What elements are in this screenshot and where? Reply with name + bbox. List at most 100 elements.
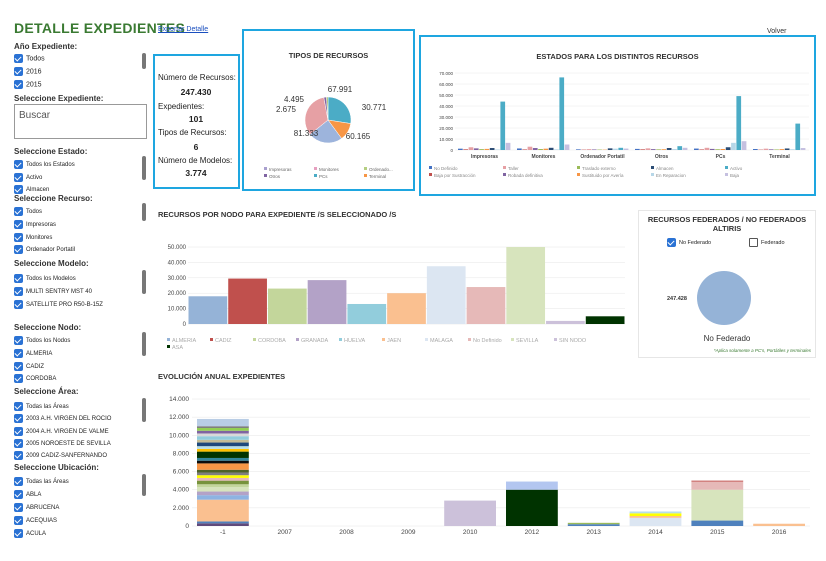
estado-option-todos[interactable]: Todos los Estados	[14, 160, 75, 169]
checkbox-checked-icon[interactable]	[14, 503, 23, 512]
modelo-scrollbar[interactable]	[142, 270, 146, 294]
checkbox-checked-icon[interactable]	[14, 414, 23, 423]
nodo-option-todos[interactable]: Todos los Nodos	[14, 336, 70, 345]
area-option-2004[interactable]: 2004 A.H. VIRGEN DE VALME	[14, 427, 109, 436]
expediente-search-input[interactable]: Buscar	[14, 104, 147, 139]
estado-header: Seleccione Estado:	[14, 147, 88, 156]
back-link[interactable]: Volver	[767, 28, 787, 35]
y-tick-label: 20.000	[439, 126, 453, 131]
legend-label-granada: GRANADA	[301, 338, 329, 344]
recurso-option-portatil[interactable]: Ordenador Portatil	[14, 245, 75, 254]
x-tick-label: 2008	[339, 529, 354, 536]
checkbox-checked-icon[interactable]	[14, 529, 23, 538]
legend-swatch-no-definido	[468, 338, 471, 341]
ubicacion-scrollbar[interactable]	[142, 474, 146, 496]
legend-swatch-sustituido-por-averia	[577, 173, 580, 176]
bar-segment-2012-1	[506, 481, 558, 490]
recurso-option-impresoras[interactable]: Impresoras	[14, 220, 56, 229]
checkbox-checked-icon[interactable]	[14, 160, 23, 169]
checkbox-checked-icon[interactable]	[14, 67, 23, 76]
anio-option-2016[interactable]: 2016	[14, 67, 42, 76]
checkbox-checked-icon[interactable]	[14, 349, 23, 358]
legend-label-sin-nodo: SIN NODO	[559, 338, 587, 344]
checkbox-checked-icon[interactable]	[14, 207, 23, 216]
export-detail-link[interactable]: Exportar Detalle	[158, 26, 209, 33]
modelo-option-satellite[interactable]: SATELLITE PRO R50-B-15Z	[14, 300, 103, 309]
area-option-todas[interactable]: Todas las Áreas	[14, 402, 69, 411]
checkbox-checked-icon[interactable]	[14, 80, 23, 89]
bar-asa	[585, 316, 625, 324]
checkbox-checked-icon[interactable]	[14, 300, 23, 309]
checkbox-checked-icon[interactable]	[14, 336, 23, 345]
ubicacion-option-acequias[interactable]: ACEQUIAS	[14, 516, 57, 525]
checkbox-checked-icon[interactable]	[14, 427, 23, 436]
federados-pie-chart	[697, 271, 751, 325]
x-tick-label: 2016	[772, 529, 787, 536]
recurso-option-todos[interactable]: Todos	[14, 207, 42, 216]
federado-checkbox[interactable]: Federado	[749, 238, 785, 247]
ubicacion-option-acula[interactable]: ACULA	[14, 529, 46, 538]
legend-swatch-baja	[725, 173, 728, 176]
checkbox-checked-icon[interactable]	[14, 402, 23, 411]
x-tick-label: 2014	[648, 529, 663, 536]
anio-scrollbar[interactable]	[142, 53, 146, 69]
recurso-scrollbar[interactable]	[142, 203, 146, 221]
area-option-2003[interactable]: 2003 A.H. VIRGEN DEL ROCIO	[14, 414, 111, 423]
modelo-option-multi-sentry[interactable]: MULTI SENTRY MST 40	[14, 287, 92, 296]
bar-sin-nodo	[546, 320, 585, 324]
checkbox-checked-icon[interactable]	[14, 287, 23, 296]
legend-swatch-ordenado	[364, 167, 367, 170]
checkbox-checked-icon[interactable]	[14, 233, 23, 242]
legend-label-almeria: ALMERIA	[172, 338, 196, 344]
bar-huelva	[347, 303, 387, 324]
y-tick-label: 2.000	[173, 505, 190, 512]
bar-en-reparacion-terminal	[790, 149, 795, 150]
checkbox-checked-icon[interactable]	[14, 477, 23, 486]
checkbox-checked-icon[interactable]	[14, 185, 23, 194]
checkbox-checked-icon[interactable]	[14, 439, 23, 448]
checkbox-checked-icon[interactable]	[14, 220, 23, 229]
anio-option-todos[interactable]: Todos	[14, 54, 45, 63]
bar-no-definido-pcs	[694, 148, 699, 150]
estado-option-activo[interactable]: Activo	[14, 173, 42, 182]
bar-segment-2012-0	[506, 489, 558, 526]
checkbox-checked-icon[interactable]	[14, 362, 23, 371]
bar-jaen	[387, 293, 426, 324]
ubicacion-option-abrucena[interactable]: ABRUCENA	[14, 503, 59, 512]
area-option-2009[interactable]: 2009 CADIZ-SANFERNANDO	[14, 451, 107, 460]
checkbox-checked-icon[interactable]	[14, 173, 23, 182]
ubicacion-option-todas[interactable]: Todas las Áreas	[14, 477, 69, 486]
checkbox-checked-icon[interactable]	[14, 245, 23, 254]
ubicacion-header: Seleccione Ubicación:	[14, 463, 99, 472]
nodo-option-cadiz[interactable]: CADIZ	[14, 362, 44, 371]
area-scrollbar[interactable]	[142, 398, 146, 422]
checkbox-unchecked-icon[interactable]	[749, 238, 758, 247]
checkbox-checked-icon[interactable]	[14, 274, 23, 283]
ubicacion-option-abla[interactable]: ABLA	[14, 490, 41, 499]
modelo-option-todos[interactable]: Todos los Modelos	[14, 274, 76, 283]
nodo-chart-title: RECURSOS POR NODO PARA EXPEDIENTE /S SEL…	[158, 210, 397, 219]
y-tick-label: 30.000	[439, 115, 453, 120]
legend-swatch-otros	[264, 174, 267, 177]
bar-en-reparacion-monitores	[554, 149, 559, 150]
checkbox-checked-icon[interactable]	[14, 374, 23, 383]
recurso-option-monitores[interactable]: Monitores	[14, 233, 52, 242]
nodo-scrollbar[interactable]	[142, 332, 146, 356]
anio-option-2015[interactable]: 2015	[14, 80, 42, 89]
bar-almacen-pcs	[725, 147, 731, 150]
checkbox-checked-icon[interactable]	[14, 451, 23, 460]
checkbox-checked-icon[interactable]	[667, 238, 676, 247]
estado-option-almacen[interactable]: Almacen	[14, 185, 49, 194]
pie-label-otros: 81.333	[294, 129, 319, 138]
expediente-header: Seleccione Expediente:	[14, 94, 104, 103]
bar-activo-otros	[677, 146, 683, 150]
bar-almacen-terminal	[784, 148, 790, 150]
area-option-2005[interactable]: 2005 NOROESTE DE SEVILLA	[14, 439, 111, 448]
nodo-option-almeria[interactable]: ALMERIA	[14, 349, 52, 358]
estado-scrollbar[interactable]	[142, 156, 146, 180]
no-federado-checkbox[interactable]: No Federado	[667, 238, 711, 247]
checkbox-checked-icon[interactable]	[14, 54, 23, 63]
checkbox-checked-icon[interactable]	[14, 490, 23, 499]
checkbox-checked-icon[interactable]	[14, 516, 23, 525]
nodo-option-cordoba[interactable]: CORDOBA	[14, 374, 56, 383]
